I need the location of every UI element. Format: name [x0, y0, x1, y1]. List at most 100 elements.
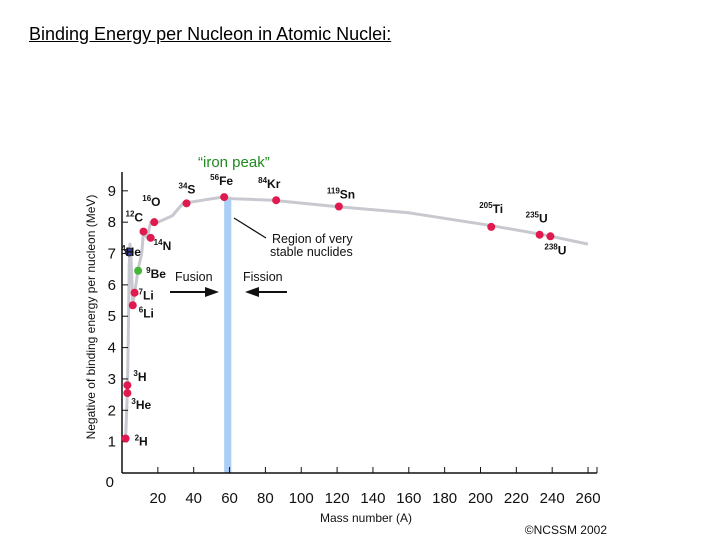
nuclide-point [146, 233, 155, 242]
fusion-label: Fusion [175, 270, 213, 284]
nuclide-label: 84Kr [258, 176, 281, 191]
nuclide-label: 9Be [146, 266, 166, 281]
element-symbol: Be [151, 267, 167, 281]
element-symbol: N [163, 239, 172, 253]
element-symbol: Sn [340, 187, 355, 201]
element-symbol: Li [143, 289, 154, 303]
nuclide-point [334, 202, 343, 211]
fusion-arrow-head [205, 287, 219, 297]
x-tick-label: 180 [432, 490, 457, 507]
nuclide-point [124, 247, 134, 257]
element-symbol: H [139, 435, 148, 449]
y-axis-label: Negative of binding energy per nucleon (… [84, 195, 98, 440]
x-tick-label: 20 [150, 490, 167, 507]
element-symbol: C [134, 211, 143, 225]
nuclide-point [182, 199, 191, 208]
region-label-line2: stable nuclides [270, 245, 353, 259]
element-symbol: U [539, 212, 548, 226]
region-pointer-line [233, 217, 267, 239]
stable-nuclide-band [224, 198, 232, 473]
origin-label: 0 [106, 474, 114, 491]
nuclide-label: 205Ti [479, 201, 503, 216]
y-tick-label: 6 [108, 277, 116, 294]
element-symbol: Fe [219, 174, 233, 188]
mass-number: 238 [544, 242, 558, 251]
region-label-line1: Region of very [272, 232, 353, 246]
nuclide-point [128, 301, 137, 310]
nuclide-point [487, 222, 496, 231]
fission-arrow-head [245, 287, 259, 297]
x-tick-label: 200 [468, 490, 493, 507]
nuclide-label: 56Fe [210, 173, 233, 188]
x-tick-label: 220 [504, 490, 529, 507]
x-tick-label: 100 [289, 490, 314, 507]
nuclide-point [139, 227, 148, 236]
y-tick-label: 3 [108, 371, 116, 388]
x-axis-label: Mass number (A) [320, 511, 412, 525]
nuclide-label: 2H [135, 434, 148, 449]
y-tick-label: 2 [108, 402, 116, 419]
nuclide-label: 238U [544, 242, 566, 257]
nuclide-label: 12C [126, 210, 144, 225]
mass-number: 7 [139, 288, 144, 297]
nuclide-point [123, 389, 132, 398]
nuclide-point [134, 266, 143, 275]
y-tick-label: 1 [108, 434, 116, 451]
nuclide-point [546, 232, 555, 241]
nuclide-label: 16O [142, 194, 160, 209]
y-tick-label: 9 [108, 183, 116, 200]
element-symbol: U [558, 243, 567, 257]
mass-number: 84 [258, 176, 267, 185]
nuclide-point [535, 230, 544, 239]
nuclide-label: 7Li [139, 288, 154, 303]
nuclide-point [121, 434, 130, 443]
y-tick-label: 8 [108, 214, 116, 231]
x-tick-label: 120 [325, 490, 350, 507]
nuclide-label: 4He [121, 244, 141, 259]
stable-band-layer [224, 198, 232, 473]
mass-number: 16 [142, 194, 151, 203]
point-layer [121, 193, 555, 443]
nuclide-label: 14N [154, 238, 172, 253]
x-tick-label: 60 [221, 490, 238, 507]
mass-number: 6 [139, 305, 144, 314]
mass-number: 12 [126, 210, 135, 219]
mass-number: 2 [135, 434, 140, 443]
nuclide-label: 3He [131, 397, 151, 412]
y-tick-label: 4 [108, 340, 116, 357]
curve-layer [124, 195, 589, 439]
x-tick-label: 260 [576, 490, 601, 507]
element-symbol: He [126, 245, 142, 259]
mass-number: 9 [146, 266, 151, 275]
mass-number: 205 [479, 201, 493, 210]
slide-title: Binding Energy per Nucleon in Atomic Nuc… [29, 24, 392, 44]
nuclide-point [150, 218, 159, 227]
mass-number: 14 [154, 238, 163, 247]
element-symbol: Li [143, 306, 154, 320]
nuclide-point [130, 288, 139, 297]
element-symbol: H [138, 370, 147, 384]
y-tick-label: 5 [108, 308, 116, 325]
x-tick-label: 140 [360, 490, 385, 507]
element-symbol: S [187, 182, 195, 196]
nuclide-point [272, 196, 281, 205]
nuclide-point [220, 193, 229, 202]
nuclide-point [123, 381, 132, 390]
x-tick-label: 80 [257, 490, 274, 507]
element-symbol: Ti [493, 202, 503, 216]
nuclide-label: 235U [526, 211, 548, 226]
nuclide-label: 119Sn [327, 186, 355, 201]
mass-number: 56 [210, 173, 219, 182]
element-symbol: O [151, 195, 160, 209]
mass-number: 3 [133, 369, 138, 378]
mass-number: 235 [526, 211, 540, 220]
y-tick-label: 7 [108, 246, 116, 263]
x-tick-label: 40 [185, 490, 202, 507]
mass-number: 3 [131, 397, 136, 406]
element-symbol: Kr [267, 177, 281, 191]
fission-label: Fission [243, 270, 283, 284]
copyright-label: ©NCSSM 2002 [525, 523, 608, 537]
